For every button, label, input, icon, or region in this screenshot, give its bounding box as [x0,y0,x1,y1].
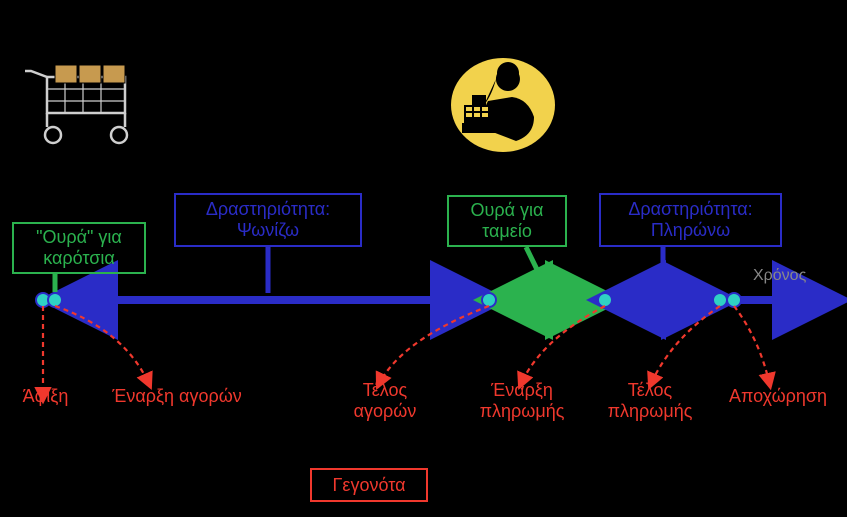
queue-carts-label: "Ουρά" γιακαρότσια [36,227,122,268]
activity-paying-label: Δραστηριότητα:Πληρώνω [628,199,752,240]
activity-shopping-box: Δραστηριότητα:Ψωνίζω [174,193,362,247]
event-end-payment-label: Τέλοςπληρωμής [595,380,705,422]
queue-cashier-label: Ουρά γιαταμείο [471,200,544,241]
queue-carts-box: "Ουρά" γιακαρότσια [12,222,146,274]
activity-paying-box: Δραστηριότητα:Πληρώνω [599,193,782,247]
events-title-box: Γεγονότα [310,468,428,502]
event-start-shopping-label: Έναρξη αγορών [92,386,262,407]
event-arrival-label: Άφιξη [8,386,83,407]
queue-cashier-box: Ουρά γιαταμείο [447,195,567,247]
time-axis-label: Χρόνος [753,267,806,285]
event-end-shopping-label: Τέλοςαγορών [340,380,430,422]
events-title-label: Γεγονότα [333,475,406,496]
top-connectors [55,247,663,293]
event-departure-label: Αποχώρηση [718,386,838,407]
event-start-payment-label: Έναρξηπληρωμής [467,380,577,422]
shopping-cart-icon [25,65,127,143]
activity-shopping-label: Δραστηριότητα:Ψωνίζω [206,199,330,240]
cashier-icon [451,58,555,152]
